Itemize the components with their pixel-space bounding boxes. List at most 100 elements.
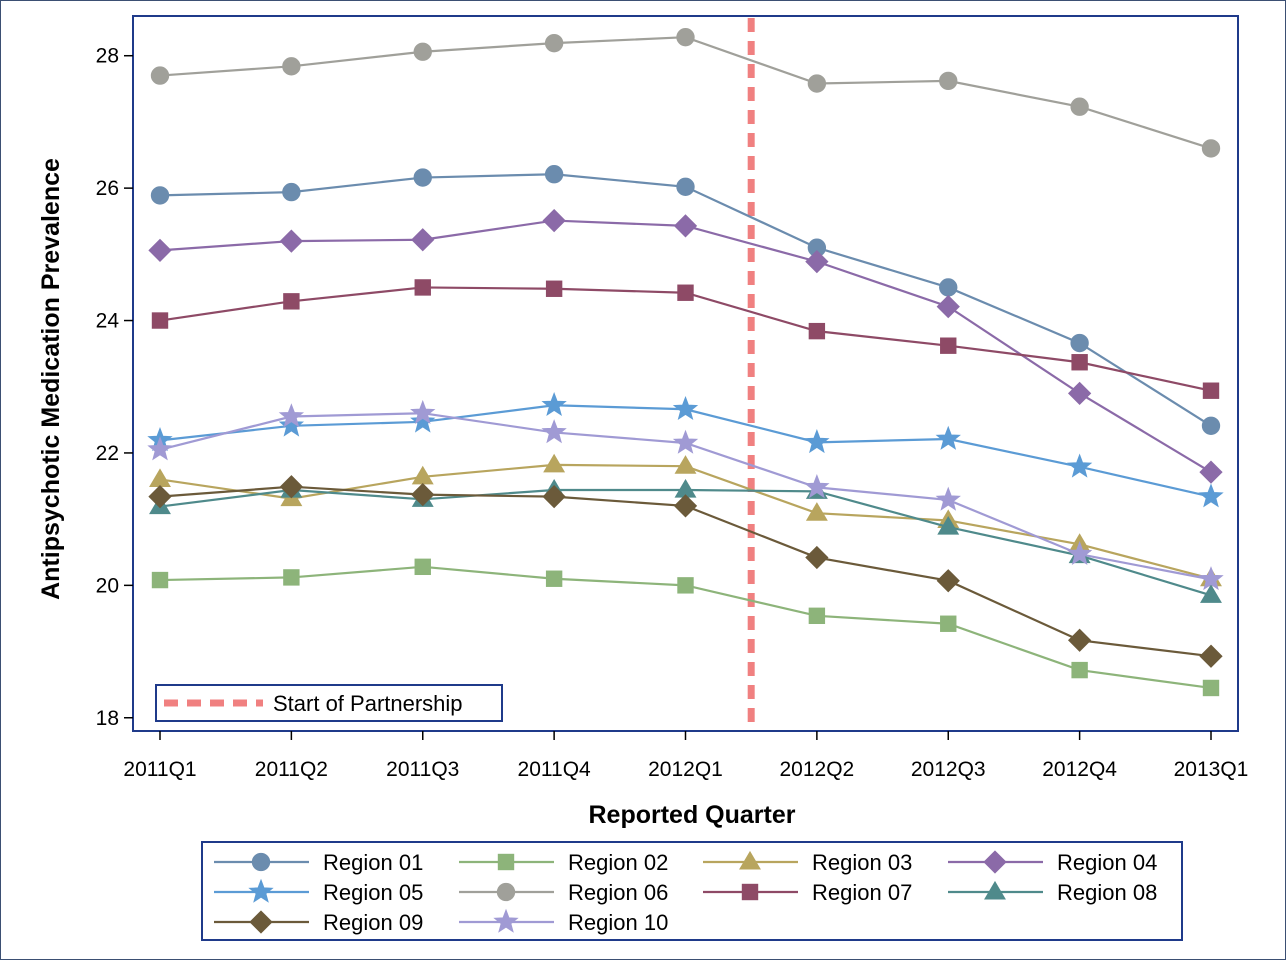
data-point xyxy=(939,71,958,91)
x-tick-label: 2012Q1 xyxy=(648,758,723,781)
data-point xyxy=(936,295,960,319)
legend-item: Region 06 xyxy=(459,880,668,905)
data-point xyxy=(1200,584,1222,603)
data-point xyxy=(148,485,172,509)
data-point xyxy=(150,66,170,85)
series-group xyxy=(147,28,1224,697)
data-point xyxy=(542,485,566,509)
data-point xyxy=(543,453,566,473)
legend-swatch-marker xyxy=(493,908,519,933)
reference-legend: Start of Partnership xyxy=(155,684,503,722)
legend-item: Region 04 xyxy=(948,850,1157,875)
legend-label: Region 07 xyxy=(812,880,912,905)
series-region-06 xyxy=(150,28,1221,158)
data-point xyxy=(414,279,431,296)
data-point xyxy=(935,486,961,511)
series-region-04 xyxy=(148,208,1223,484)
data-point xyxy=(672,395,699,421)
x-tick-label: 2011Q2 xyxy=(255,758,328,781)
data-point xyxy=(147,436,173,461)
data-point xyxy=(278,403,305,428)
y-axis: 18 20 22 24 26 28 xyxy=(96,45,133,730)
data-point xyxy=(808,607,826,625)
legend-label: Region 01 xyxy=(323,850,423,875)
data-point xyxy=(1202,382,1220,399)
legend-label: Region 03 xyxy=(812,850,912,875)
series-region-02 xyxy=(151,558,1220,697)
data-point xyxy=(676,177,695,196)
x-tick-label: 2012Q2 xyxy=(780,758,855,781)
data-point xyxy=(1071,354,1088,371)
data-point xyxy=(1067,628,1092,652)
data-point xyxy=(151,312,169,329)
data-point xyxy=(673,214,698,238)
data-point xyxy=(677,284,694,301)
legend-label: Region 05 xyxy=(323,880,423,905)
series-region-07 xyxy=(151,279,1220,399)
series-legend: Region 01 Region 02 Region 03 Region 04 Regi… xyxy=(201,841,1183,941)
data-point xyxy=(673,494,698,518)
data-point xyxy=(545,570,563,587)
data-point xyxy=(544,165,564,184)
data-point xyxy=(279,229,304,253)
data-point xyxy=(411,228,435,252)
data-point xyxy=(414,558,431,576)
legend-item: Region 07 xyxy=(703,880,912,905)
series-region-10 xyxy=(147,399,1224,591)
legend-swatch-marker xyxy=(248,878,274,903)
data-point xyxy=(935,425,961,450)
data-point xyxy=(677,577,694,594)
data-point xyxy=(805,249,829,274)
data-point xyxy=(148,238,172,262)
data-point xyxy=(1201,416,1221,435)
legend-item: Region 03 xyxy=(703,850,912,875)
data-point xyxy=(1066,453,1093,478)
x-tick-label: 2011Q4 xyxy=(518,758,591,781)
data-point xyxy=(283,569,300,586)
data-point xyxy=(410,399,436,424)
data-point xyxy=(151,571,169,589)
x-tick-label: 2012Q3 xyxy=(911,758,986,781)
legend-item: Region 01 xyxy=(214,850,423,875)
data-point xyxy=(542,208,566,233)
y-tick-label: 26 xyxy=(96,177,119,200)
data-point xyxy=(1066,540,1093,566)
legend-label: Region 06 xyxy=(568,880,668,905)
legend-swatch-marker xyxy=(251,852,271,872)
series-region-05 xyxy=(147,391,1224,508)
data-point xyxy=(544,33,564,53)
data-point xyxy=(1070,97,1089,116)
y-tick-label: 28 xyxy=(96,45,119,68)
data-point xyxy=(1199,460,1223,484)
legend-swatch-marker xyxy=(984,880,1006,900)
x-tick-label: 2012Q4 xyxy=(1042,758,1117,781)
data-point xyxy=(283,293,300,310)
data-point xyxy=(805,545,829,570)
y-tick-label: 18 xyxy=(96,707,119,730)
legend-swatch-marker xyxy=(497,853,515,871)
series-region-09 xyxy=(148,475,1223,668)
data-point xyxy=(1070,333,1089,353)
data-point xyxy=(1198,566,1224,591)
data-point xyxy=(940,337,957,354)
x-tick-label: 2013Q1 xyxy=(1174,758,1249,781)
x-axis-title: Reported Quarter xyxy=(589,801,796,829)
data-point xyxy=(804,429,830,454)
data-point xyxy=(808,322,826,340)
x-tick-label: 2011Q1 xyxy=(123,758,196,781)
legend-swatch-marker xyxy=(249,910,273,934)
data-point xyxy=(282,57,301,76)
data-point xyxy=(545,280,563,297)
data-point xyxy=(939,278,958,297)
data-point xyxy=(279,475,304,499)
data-point xyxy=(1199,644,1223,668)
data-point xyxy=(1067,381,1092,405)
plot-border xyxy=(132,15,1239,732)
data-point xyxy=(541,391,567,417)
data-point xyxy=(1201,139,1221,158)
y-tick-label: 22 xyxy=(96,442,119,465)
y-tick-label: 20 xyxy=(96,574,119,597)
legend-item: Region 10 xyxy=(459,908,668,935)
